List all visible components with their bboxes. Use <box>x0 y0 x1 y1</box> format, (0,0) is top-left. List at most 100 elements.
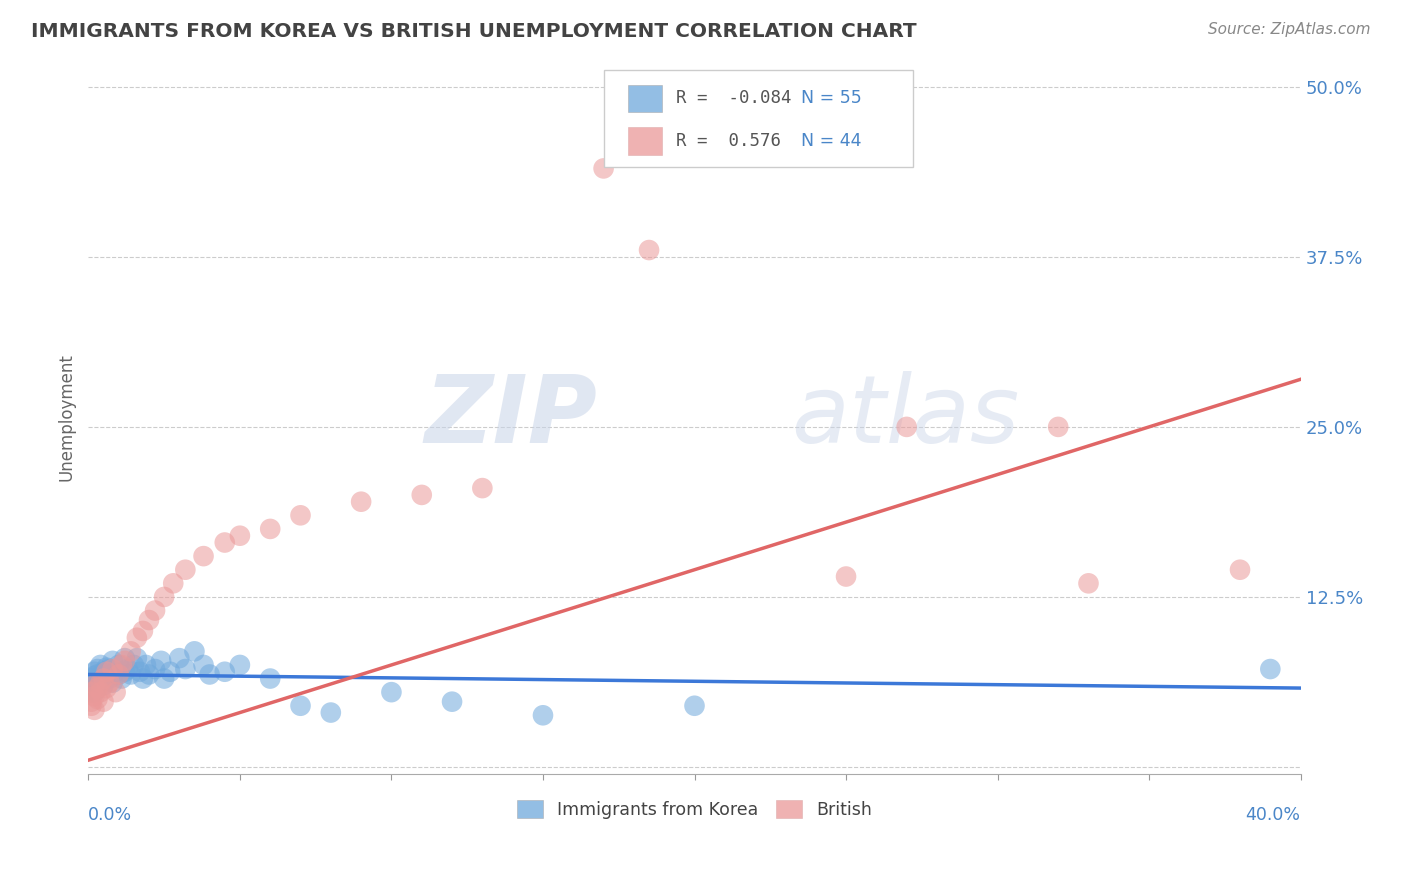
Point <box>214 665 236 679</box>
Point <box>214 535 236 549</box>
Text: R =  0.576: R = 0.576 <box>676 132 782 150</box>
Point <box>193 657 215 672</box>
Point <box>193 549 215 563</box>
Point <box>83 674 105 689</box>
Point <box>98 662 121 676</box>
Point <box>101 662 124 676</box>
Point <box>683 698 706 713</box>
Point <box>290 508 312 523</box>
Point <box>89 685 111 699</box>
Bar <box>628 128 662 154</box>
Point <box>96 661 118 675</box>
Point <box>471 481 494 495</box>
Point <box>174 662 197 676</box>
Point <box>101 675 124 690</box>
Point <box>93 678 115 692</box>
Point <box>229 529 252 543</box>
Point <box>107 667 129 681</box>
Point <box>607 134 630 148</box>
Point <box>153 672 176 686</box>
Point <box>83 681 105 695</box>
Text: ZIP: ZIP <box>425 371 598 463</box>
Point <box>80 685 103 699</box>
Point <box>319 706 342 720</box>
Text: 0.0%: 0.0% <box>89 805 132 824</box>
Point <box>114 651 136 665</box>
Point <box>441 695 464 709</box>
Bar <box>628 85 662 112</box>
FancyBboxPatch shape <box>603 70 912 167</box>
Point <box>107 657 129 672</box>
Point <box>128 665 150 679</box>
Point <box>111 672 134 686</box>
Point <box>380 685 402 699</box>
Point <box>159 665 181 679</box>
Point <box>120 667 142 681</box>
Point <box>114 665 136 679</box>
Y-axis label: Unemployment: Unemployment <box>58 352 75 481</box>
Legend: Immigrants from Korea, British: Immigrants from Korea, British <box>510 793 879 826</box>
Point <box>896 420 918 434</box>
Point <box>96 665 118 679</box>
Point <box>120 644 142 658</box>
Point <box>83 690 105 704</box>
Point <box>132 672 155 686</box>
Text: N = 44: N = 44 <box>801 132 862 150</box>
Point <box>125 631 148 645</box>
Point <box>89 672 111 686</box>
Point <box>86 681 108 695</box>
Point <box>138 613 160 627</box>
Point <box>104 665 127 679</box>
Point <box>150 654 173 668</box>
Point <box>83 678 105 692</box>
Text: N = 55: N = 55 <box>801 89 862 107</box>
Point <box>1260 662 1282 676</box>
Point <box>96 681 118 695</box>
Point <box>135 657 157 672</box>
Point <box>89 657 111 672</box>
Point <box>86 675 108 690</box>
Point <box>93 695 115 709</box>
Point <box>83 685 105 699</box>
Point <box>125 651 148 665</box>
Point <box>290 698 312 713</box>
Text: Source: ZipAtlas.com: Source: ZipAtlas.com <box>1208 22 1371 37</box>
Point <box>80 678 103 692</box>
Point <box>107 667 129 681</box>
Point <box>592 161 614 176</box>
Point <box>259 522 281 536</box>
Point <box>104 685 127 699</box>
Point <box>80 675 103 690</box>
Point <box>169 651 191 665</box>
Point <box>132 624 155 638</box>
Point <box>83 669 105 683</box>
Point <box>89 675 111 690</box>
Point <box>117 662 139 676</box>
Point <box>350 494 373 508</box>
Point <box>1229 563 1251 577</box>
Point <box>183 644 205 658</box>
Point <box>229 657 252 672</box>
Point <box>1077 576 1099 591</box>
Point <box>174 563 197 577</box>
Point <box>143 662 166 676</box>
Point <box>80 698 103 713</box>
Point <box>143 603 166 617</box>
Point <box>198 667 221 681</box>
Point <box>1047 420 1070 434</box>
Point <box>86 692 108 706</box>
Text: 40.0%: 40.0% <box>1246 805 1301 824</box>
Point <box>114 654 136 668</box>
Text: R =  -0.084: R = -0.084 <box>676 89 792 107</box>
Point <box>153 590 176 604</box>
Point <box>531 708 554 723</box>
Point <box>122 657 145 672</box>
Point <box>835 569 858 583</box>
Point <box>111 657 134 672</box>
Point <box>83 703 105 717</box>
Point <box>93 672 115 686</box>
Point <box>86 667 108 681</box>
Point <box>86 662 108 676</box>
Point <box>98 672 121 686</box>
Point <box>162 576 184 591</box>
